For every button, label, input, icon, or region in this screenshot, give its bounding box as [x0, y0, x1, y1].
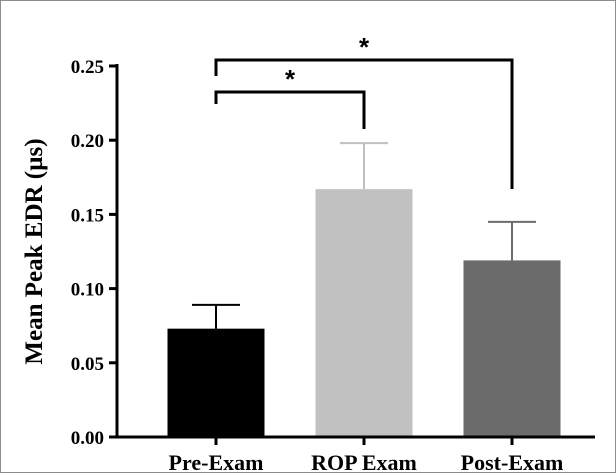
bar-post-exam [463, 260, 561, 437]
significance-brackets: ** [214, 32, 514, 189]
y-tick-label: 0.00 [71, 428, 104, 449]
significance-bracket-2 [214, 58, 514, 189]
significance-bracket-1 [214, 90, 366, 129]
y-ticks: 0.00 0.05 0.10 0.15 0.20 0.25 [71, 57, 117, 449]
x-ticks: Pre-Exam ROP Exam Post-Exam [169, 437, 564, 473]
y-tick-label: 0.05 [71, 354, 104, 375]
y-axis-title: Mean Peak EDR (µs) [21, 138, 48, 364]
bars [167, 189, 561, 437]
error-bars [192, 142, 536, 329]
x-tick-label: Post-Exam [461, 450, 564, 473]
y-tick-label: 0.20 [71, 131, 104, 152]
bar-rop-exam [315, 189, 413, 437]
x-tick-label: ROP Exam [311, 450, 417, 473]
y-tick-label: 0.10 [71, 280, 104, 301]
x-tick-label: Pre-Exam [169, 450, 264, 473]
significance-star-1: * [285, 64, 296, 94]
bar-pre-exam [167, 328, 265, 437]
axes [115, 64, 595, 439]
y-tick-label: 0.15 [71, 205, 104, 226]
y-tick-label: 0.25 [71, 57, 104, 78]
significance-star-2: * [359, 32, 370, 62]
